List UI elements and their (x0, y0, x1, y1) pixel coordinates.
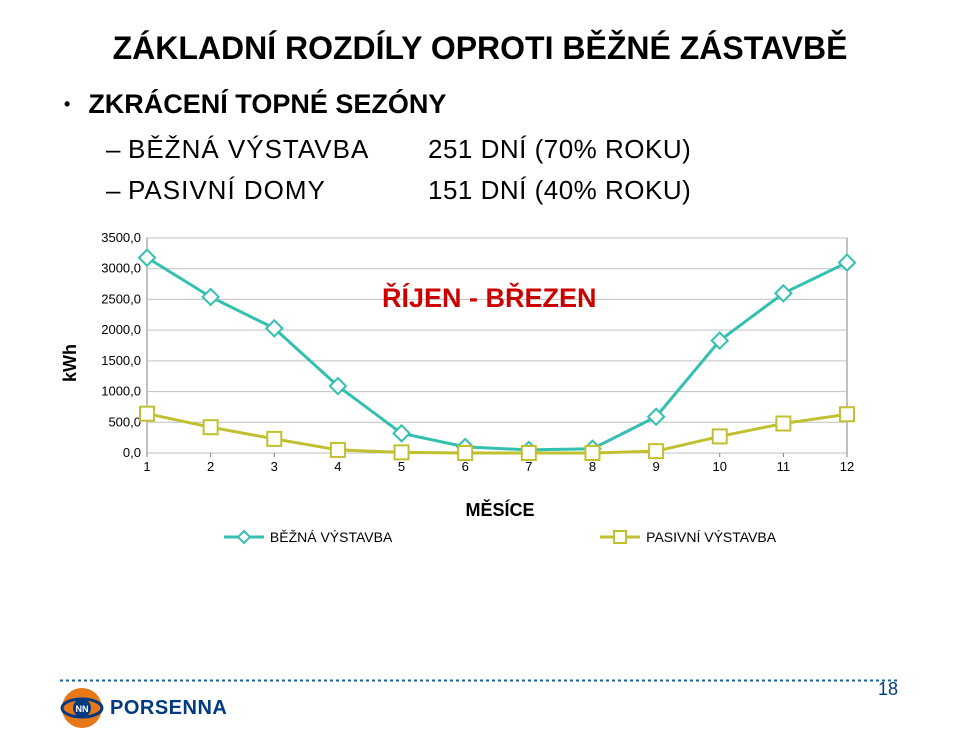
svg-text:3500,0: 3500,0 (101, 230, 141, 245)
svg-text:7: 7 (525, 459, 532, 474)
svg-text:12: 12 (840, 459, 854, 474)
legend-item: BĚŽNÁ VÝSTAVBA (224, 529, 392, 545)
svg-text:1: 1 (143, 459, 150, 474)
svg-text:2000,0: 2000,0 (101, 322, 141, 337)
svg-text:1500,0: 1500,0 (101, 353, 141, 368)
svg-text:1000,0: 1000,0 (101, 384, 141, 399)
svg-text:9: 9 (652, 459, 659, 474)
chart-legend: BĚŽNÁ VÝSTAVBA PASIVNÍ VÝSTAVBA (120, 529, 880, 545)
svg-text:11: 11 (777, 459, 791, 474)
page-number: 18 (878, 679, 898, 700)
chart-container: kWh 0,0 500,0 1000,0 1500,0 2000,0 2500,0 3000… (60, 228, 900, 498)
slide-title: ZÁKLADNÍ ROZDÍLY OPROTI BĚŽNÉ ZÁSTAVBĚ (60, 30, 900, 67)
svg-text:500,0: 500,0 (108, 414, 141, 429)
logo: NN PORSENNA (60, 686, 227, 730)
legend-item: PASIVNÍ VÝSTAVBA (600, 529, 776, 545)
table-row: – BĚŽNÁ VÝSTAVBA 251 DNÍ (70% ROKU) (106, 134, 900, 165)
svg-text:0,0: 0,0 (123, 445, 141, 460)
y-axis-label: kWh (60, 228, 81, 498)
svg-text:3000,0: 3000,0 (101, 261, 141, 276)
line-chart: 0,0500,01000,01500,02000,02500,03000,035… (87, 228, 867, 493)
comparison-table: – BĚŽNÁ VÝSTAVBA 251 DNÍ (70% ROKU) – PA… (64, 134, 900, 206)
bullet-list: ZKRÁCENÍ TOPNÉ SEZÓNY – BĚŽNÁ VÝSTAVBA 2… (60, 89, 900, 206)
x-axis-label: MĚSÍCE (100, 500, 900, 521)
footer-divider (60, 669, 900, 672)
svg-text:5: 5 (398, 459, 405, 474)
bullet-heading: ZKRÁCENÍ TOPNÉ SEZÓNY (64, 89, 900, 120)
svg-text:4: 4 (334, 459, 341, 474)
chart-annotation: ŘÍJEN - BŘEZEN (382, 283, 597, 314)
svg-text:3: 3 (271, 459, 278, 474)
svg-text:6: 6 (462, 459, 469, 474)
svg-text:2: 2 (207, 459, 214, 474)
table-row: – PASIVNÍ DOMY 151 DNÍ (40% ROKU) (106, 175, 900, 206)
svg-text:8: 8 (589, 459, 596, 474)
svg-text:2500,0: 2500,0 (101, 291, 141, 306)
logo-text: PORSENNA (110, 697, 227, 720)
svg-text:10: 10 (712, 459, 726, 474)
svg-text:NN: NN (76, 704, 89, 714)
